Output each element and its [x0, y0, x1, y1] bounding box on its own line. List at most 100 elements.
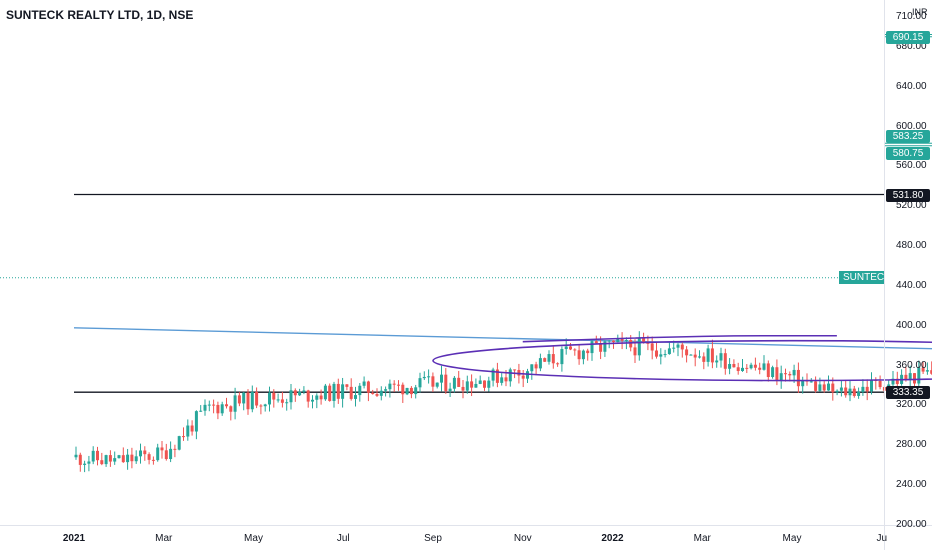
candle-body: [280, 399, 284, 403]
candle-body: [315, 395, 319, 400]
candle-body: [921, 367, 925, 372]
price-tick-label: 360.00: [896, 359, 927, 371]
candle-body: [835, 390, 839, 393]
candle-body: [83, 463, 87, 465]
candle-body: [311, 399, 314, 402]
candle-body: [913, 373, 916, 384]
chart-title: SUNTECK REALTY LTD, 1D, NSE: [6, 8, 194, 22]
candle-body: [87, 461, 91, 464]
candle-body: [91, 450, 95, 462]
candle-body: [792, 369, 796, 376]
candle-body: [594, 341, 598, 344]
candle-body: [852, 388, 856, 396]
candle-body: [495, 369, 499, 383]
candle-body: [878, 380, 882, 388]
candle-body: [839, 387, 843, 391]
candle-body: [766, 363, 770, 378]
candle-body: [710, 348, 714, 363]
price-tick-label: 710.00: [896, 11, 927, 23]
candle-body: [130, 454, 134, 462]
candle-body: [199, 410, 203, 412]
candle-body: [194, 411, 198, 432]
candle-body: [302, 390, 306, 392]
price-tick-label: 280.00: [896, 439, 927, 451]
candle-body: [255, 392, 259, 406]
candle-body: [891, 378, 895, 385]
candle-body: [345, 384, 349, 387]
candle-body: [392, 383, 396, 385]
candle-body: [870, 379, 873, 392]
candle-body: [358, 385, 362, 396]
candle-body: [831, 383, 835, 393]
candle-body: [319, 395, 323, 400]
candle-body: [698, 356, 701, 358]
candle-body: [182, 436, 185, 438]
candle-body: [771, 367, 775, 378]
candle-body: [186, 425, 190, 437]
candle-body: [289, 390, 293, 403]
candle-body: [530, 364, 534, 372]
candle-body: [818, 384, 822, 391]
candle-body: [672, 347, 676, 349]
candle-body: [276, 399, 280, 401]
candle-body: [409, 387, 413, 395]
time-tick-label: Jul: [336, 533, 350, 544]
candle-body: [405, 387, 409, 395]
candle-body: [461, 386, 465, 391]
candle-body: [655, 350, 658, 357]
trendline-layer: [73, 327, 932, 350]
candle-body: [741, 367, 744, 372]
candle-body: [573, 349, 577, 351]
candle-body: [452, 377, 456, 389]
candle-body: [603, 341, 607, 352]
candle-body: [895, 378, 899, 384]
candle-body: [190, 425, 194, 432]
candle-body: [521, 375, 525, 379]
candle-body: [366, 381, 370, 393]
candle-body: [538, 358, 542, 369]
candle-body: [624, 340, 628, 342]
candle-body: [246, 392, 250, 410]
candle-body: [169, 448, 173, 460]
candle-body: [470, 381, 474, 388]
candle-body: [689, 354, 693, 356]
candle-body: [586, 350, 590, 354]
candle-body: [513, 369, 517, 371]
time-tick-label: Mar: [155, 533, 173, 544]
candle-body: [444, 374, 448, 392]
candle-body: [401, 384, 405, 395]
candle-body: [440, 374, 443, 383]
time-tick-label: May: [782, 533, 802, 544]
candle-body: [397, 384, 400, 386]
time-tick-label: 2022: [601, 533, 624, 544]
candle-body: [745, 367, 749, 369]
candle-body: [173, 448, 177, 450]
candle-body: [160, 447, 164, 451]
currency-unit: INR: [912, 7, 928, 17]
candle-body: [865, 386, 869, 392]
candle-body: [693, 354, 697, 358]
candle-body: [78, 454, 82, 465]
candle-body: [500, 377, 504, 383]
candle-body: [487, 380, 491, 388]
candle-body: [547, 354, 551, 362]
candle-body: [908, 373, 912, 380]
drawing-path: [522, 334, 837, 343]
candle-body: [478, 380, 482, 384]
candle-body: [543, 358, 547, 362]
candle-body: [242, 392, 246, 404]
candle-body: [272, 392, 276, 400]
candle-body: [822, 384, 826, 391]
candle-body: [306, 390, 310, 402]
candle-body: [491, 369, 495, 381]
candle-body: [336, 383, 340, 399]
candle-body: [667, 348, 671, 355]
price-tick-label: 440.00: [896, 279, 927, 291]
candle-body: [590, 341, 594, 354]
candle-body: [151, 459, 155, 461]
time-tick-label: May: [244, 533, 263, 544]
candle-body: [844, 387, 848, 396]
candle-body: [719, 353, 723, 361]
price-tick-label: 320.00: [896, 399, 927, 411]
